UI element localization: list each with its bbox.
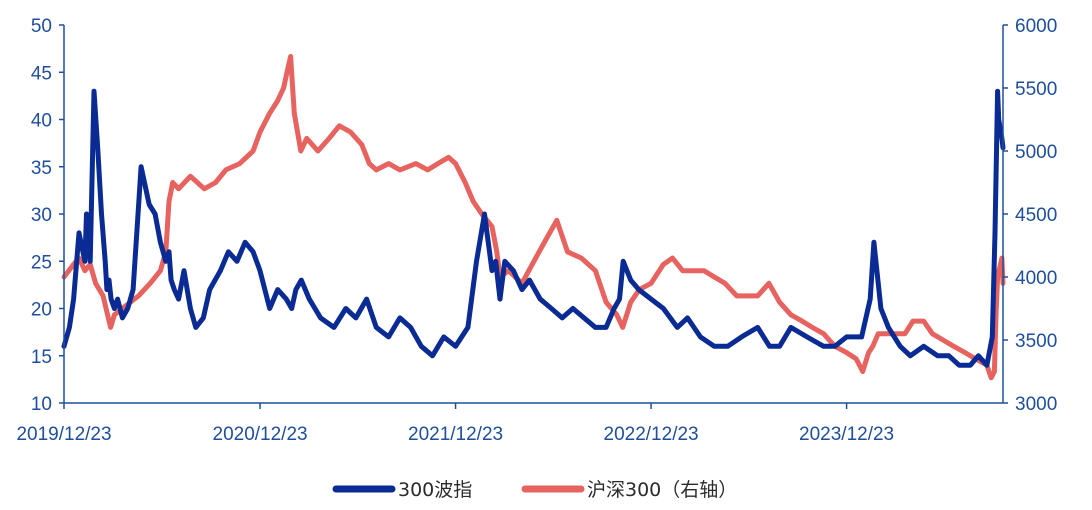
y-right-tick-label: 4500 [1015,205,1057,226]
y-right-tick-label: 3500 [1015,331,1057,352]
legend-label-vol: 300波指 [398,479,472,501]
y-right-tick-label: 3000 [1015,394,1057,415]
series-line-index [61,54,1006,381]
y-left-tick-label: 15 [31,347,52,368]
y-right-tick-label: 4000 [1015,268,1057,289]
series-group [61,54,1006,381]
y-left-tick-label: 10 [31,394,52,415]
y-right-tick-label: 5000 [1015,142,1057,163]
x-tick-label: 2020/12/23 [213,424,308,445]
y-left-tick-label: 25 [31,252,52,273]
y-left-tick-label: 30 [31,205,52,226]
y-right-tick-label: 5500 [1015,79,1057,100]
legend: 300波指 沪深300（右轴） [332,479,737,501]
series-line-vol [61,88,1006,368]
legend-label-idx: 沪深300（右轴） [587,479,737,501]
y-left-tick-label: 40 [31,111,52,132]
axes: 10 15 20 25 30 35 40 45 50 3000 3500 4000 4500 5000 55… [16,16,1057,445]
y-right-tick-label: 6000 [1015,16,1057,37]
x-tick-label: 2021/12/23 [408,424,503,445]
x-tick-label: 2019/12/23 [16,424,111,445]
y-left-tick-label: 20 [31,300,52,321]
y-left-tick-label: 50 [31,16,52,37]
x-tick-label: 2023/12/23 [799,424,894,445]
y-left-tick-label: 35 [31,158,52,179]
x-tick-label: 2022/12/23 [604,424,699,445]
y-left-tick-label: 45 [31,63,52,84]
